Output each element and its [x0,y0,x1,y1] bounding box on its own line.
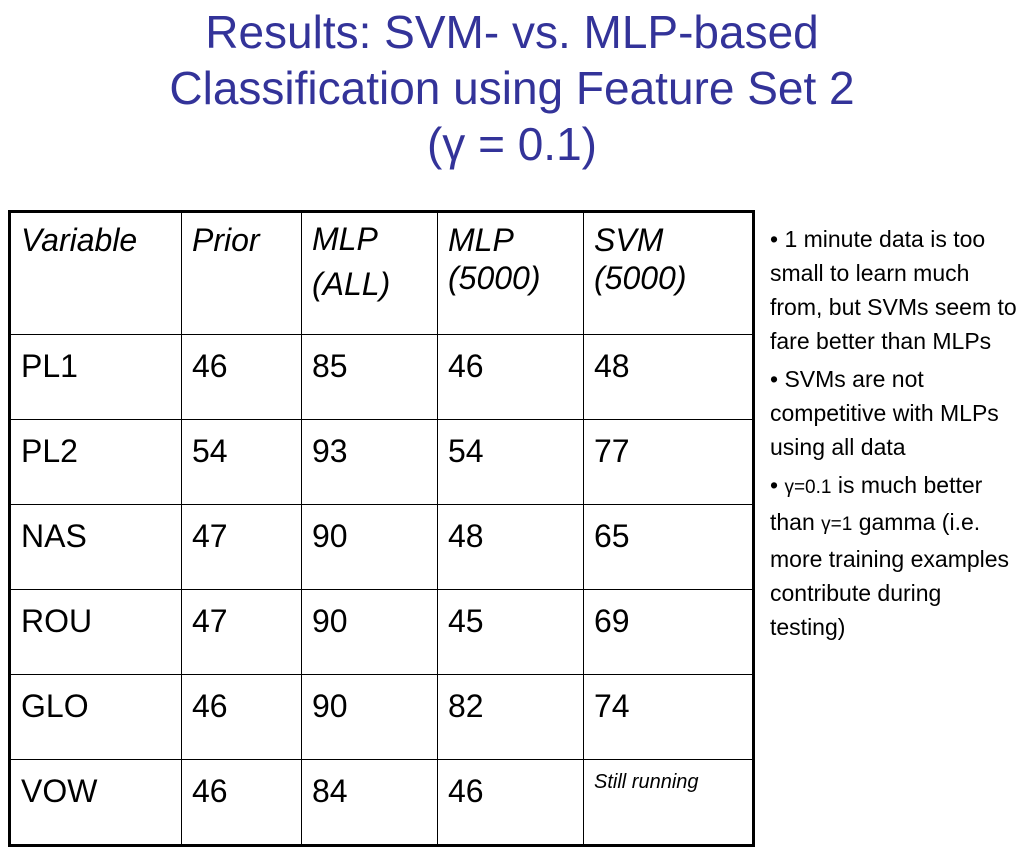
cell-variable: PL1 [9,334,182,420]
note-bullet-2: • SVMs are not competitive with MLPs usi… [770,366,999,460]
header-svm-5000: SVM (5000) [583,211,754,335]
cell-prior: 47 [181,504,302,590]
cell-mlp-all: 90 [301,674,438,760]
cell-svm-5000: Still running [583,759,754,846]
header-variable: Variable [9,211,182,335]
header-mlp-all: MLP (ALL) [301,211,438,335]
cell-mlp-all: 85 [301,334,438,420]
gamma-value-2: γ=1 [821,514,853,535]
table-row: GLO 46 90 82 74 [9,674,754,760]
notes-panel: • 1 minute data is too small to learn mu… [770,222,1020,648]
cell-mlp-all: 93 [301,419,438,505]
cell-svm-5000: 48 [583,334,754,420]
cell-mlp-5000: 54 [437,419,584,505]
cell-mlp-5000: 45 [437,589,584,675]
slide-title: Results: SVM- vs. MLP-based Classificati… [0,4,1024,172]
table-row: NAS 47 90 48 65 [9,504,754,590]
cell-mlp-all: 90 [301,589,438,675]
cell-mlp-all: 90 [301,504,438,590]
cell-variable: GLO [9,674,182,760]
cell-prior: 46 [181,674,302,760]
cell-svm-5000: 65 [583,504,754,590]
cell-mlp-5000: 46 [437,759,584,846]
cell-prior: 46 [181,334,302,420]
cell-mlp-5000: 82 [437,674,584,760]
cell-variable: PL2 [9,419,182,505]
title-line-3: (γ = 0.1) [426,118,597,170]
header-mlp-5000: MLP (5000) [437,211,584,335]
cell-mlp-5000: 46 [437,334,584,420]
note-bullet-3: • γ=0.1 is much better than γ=1 gamma (i… [770,468,1020,644]
cell-svm-5000: 69 [583,589,754,675]
title-line-1: Results: SVM- vs. MLP-based [205,6,819,58]
table-row: ROU 47 90 45 69 [9,589,754,675]
cell-variable: NAS [9,504,182,590]
header-prior: Prior [181,211,302,335]
results-table: Variable Prior MLP (ALL) MLP (5000) SVM … [8,210,755,847]
note-bullet-3-mid: is much better than [770,472,983,535]
table-header-row: Variable Prior MLP (ALL) MLP (5000) SVM … [9,211,754,335]
cell-prior: 54 [181,419,302,505]
table-row: PL1 46 85 46 48 [9,334,754,420]
cell-prior: 47 [181,589,302,675]
cell-prior: 46 [181,759,302,846]
title-line-2: Classification using Feature Set 2 [169,62,855,114]
cell-variable: ROU [9,589,182,675]
note-bullet-3-lead: • [770,472,785,498]
note-bullet-1: • 1 minute data is too small to learn mu… [770,226,1017,354]
note-bullet-3-tail: gamma (i.e. more training examples contr… [770,509,1010,640]
cell-mlp-5000: 48 [437,504,584,590]
cell-svm-5000: 77 [583,419,754,505]
cell-mlp-all: 84 [301,759,438,846]
gamma-value-1: γ=0.1 [784,477,832,498]
table-row: VOW 46 84 46 Still running [9,759,754,846]
table-row: PL2 54 93 54 77 [9,419,754,505]
cell-variable: VOW [9,759,182,846]
cell-svm-5000: 74 [583,674,754,760]
